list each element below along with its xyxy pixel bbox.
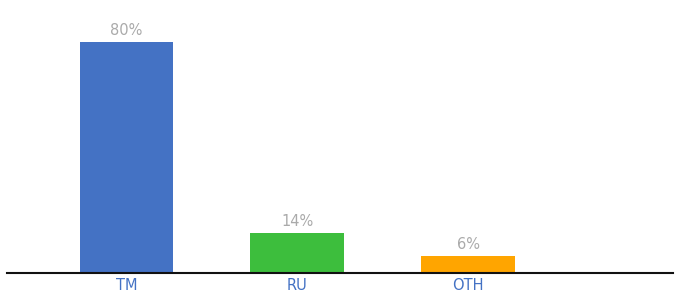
Text: 80%: 80% [110,23,143,38]
Bar [80,42,173,273]
Bar [250,233,344,273]
Text: 6%: 6% [456,237,479,252]
Text: 14%: 14% [281,214,313,229]
Bar [421,256,515,273]
